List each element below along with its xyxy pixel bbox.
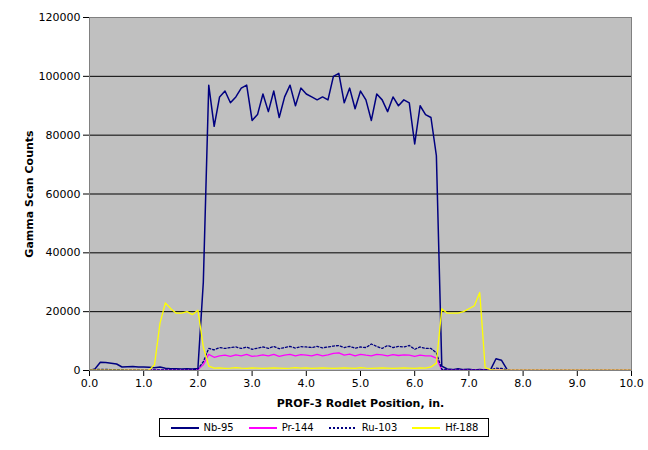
svg-text:10.0: 10.0 — [619, 377, 644, 390]
svg-text:60000: 60000 — [46, 188, 81, 201]
html-text:Nb-95: Nb-95 — [203, 422, 234, 433]
svg-text:3.0: 3.0 — [243, 377, 261, 390]
svg-text:20000: 20000 — [46, 305, 81, 318]
svg-text:4.0: 4.0 — [298, 377, 316, 390]
html-text:Pr-144: Pr-144 — [281, 422, 314, 433]
svg-text:PROF-3 Rodlet Position, in.: PROF-3 Rodlet Position, in. — [277, 397, 444, 410]
svg-text:40000: 40000 — [46, 246, 81, 259]
html-text:Ru-103: Ru-103 — [361, 422, 398, 433]
svg-text:9.0: 9.0 — [569, 377, 587, 390]
svg-text:120000: 120000 — [39, 11, 81, 24]
svg-text:5.0: 5.0 — [352, 377, 370, 390]
svg-text:0: 0 — [74, 364, 81, 377]
svg-text:6.0: 6.0 — [406, 377, 424, 390]
svg-text:80000: 80000 — [46, 129, 81, 142]
svg-text:100000: 100000 — [39, 70, 81, 83]
html-text:Hf-188: Hf-188 — [445, 422, 479, 433]
svg-text:1.0: 1.0 — [135, 377, 153, 390]
svg-text:8.0: 8.0 — [514, 377, 532, 390]
svg-text:2.0: 2.0 — [189, 377, 207, 390]
svg-text:Gamma Scan Counts: Gamma Scan Counts — [23, 130, 36, 258]
svg-text:0.0: 0.0 — [81, 377, 99, 390]
svg-text:7.0: 7.0 — [460, 377, 478, 390]
